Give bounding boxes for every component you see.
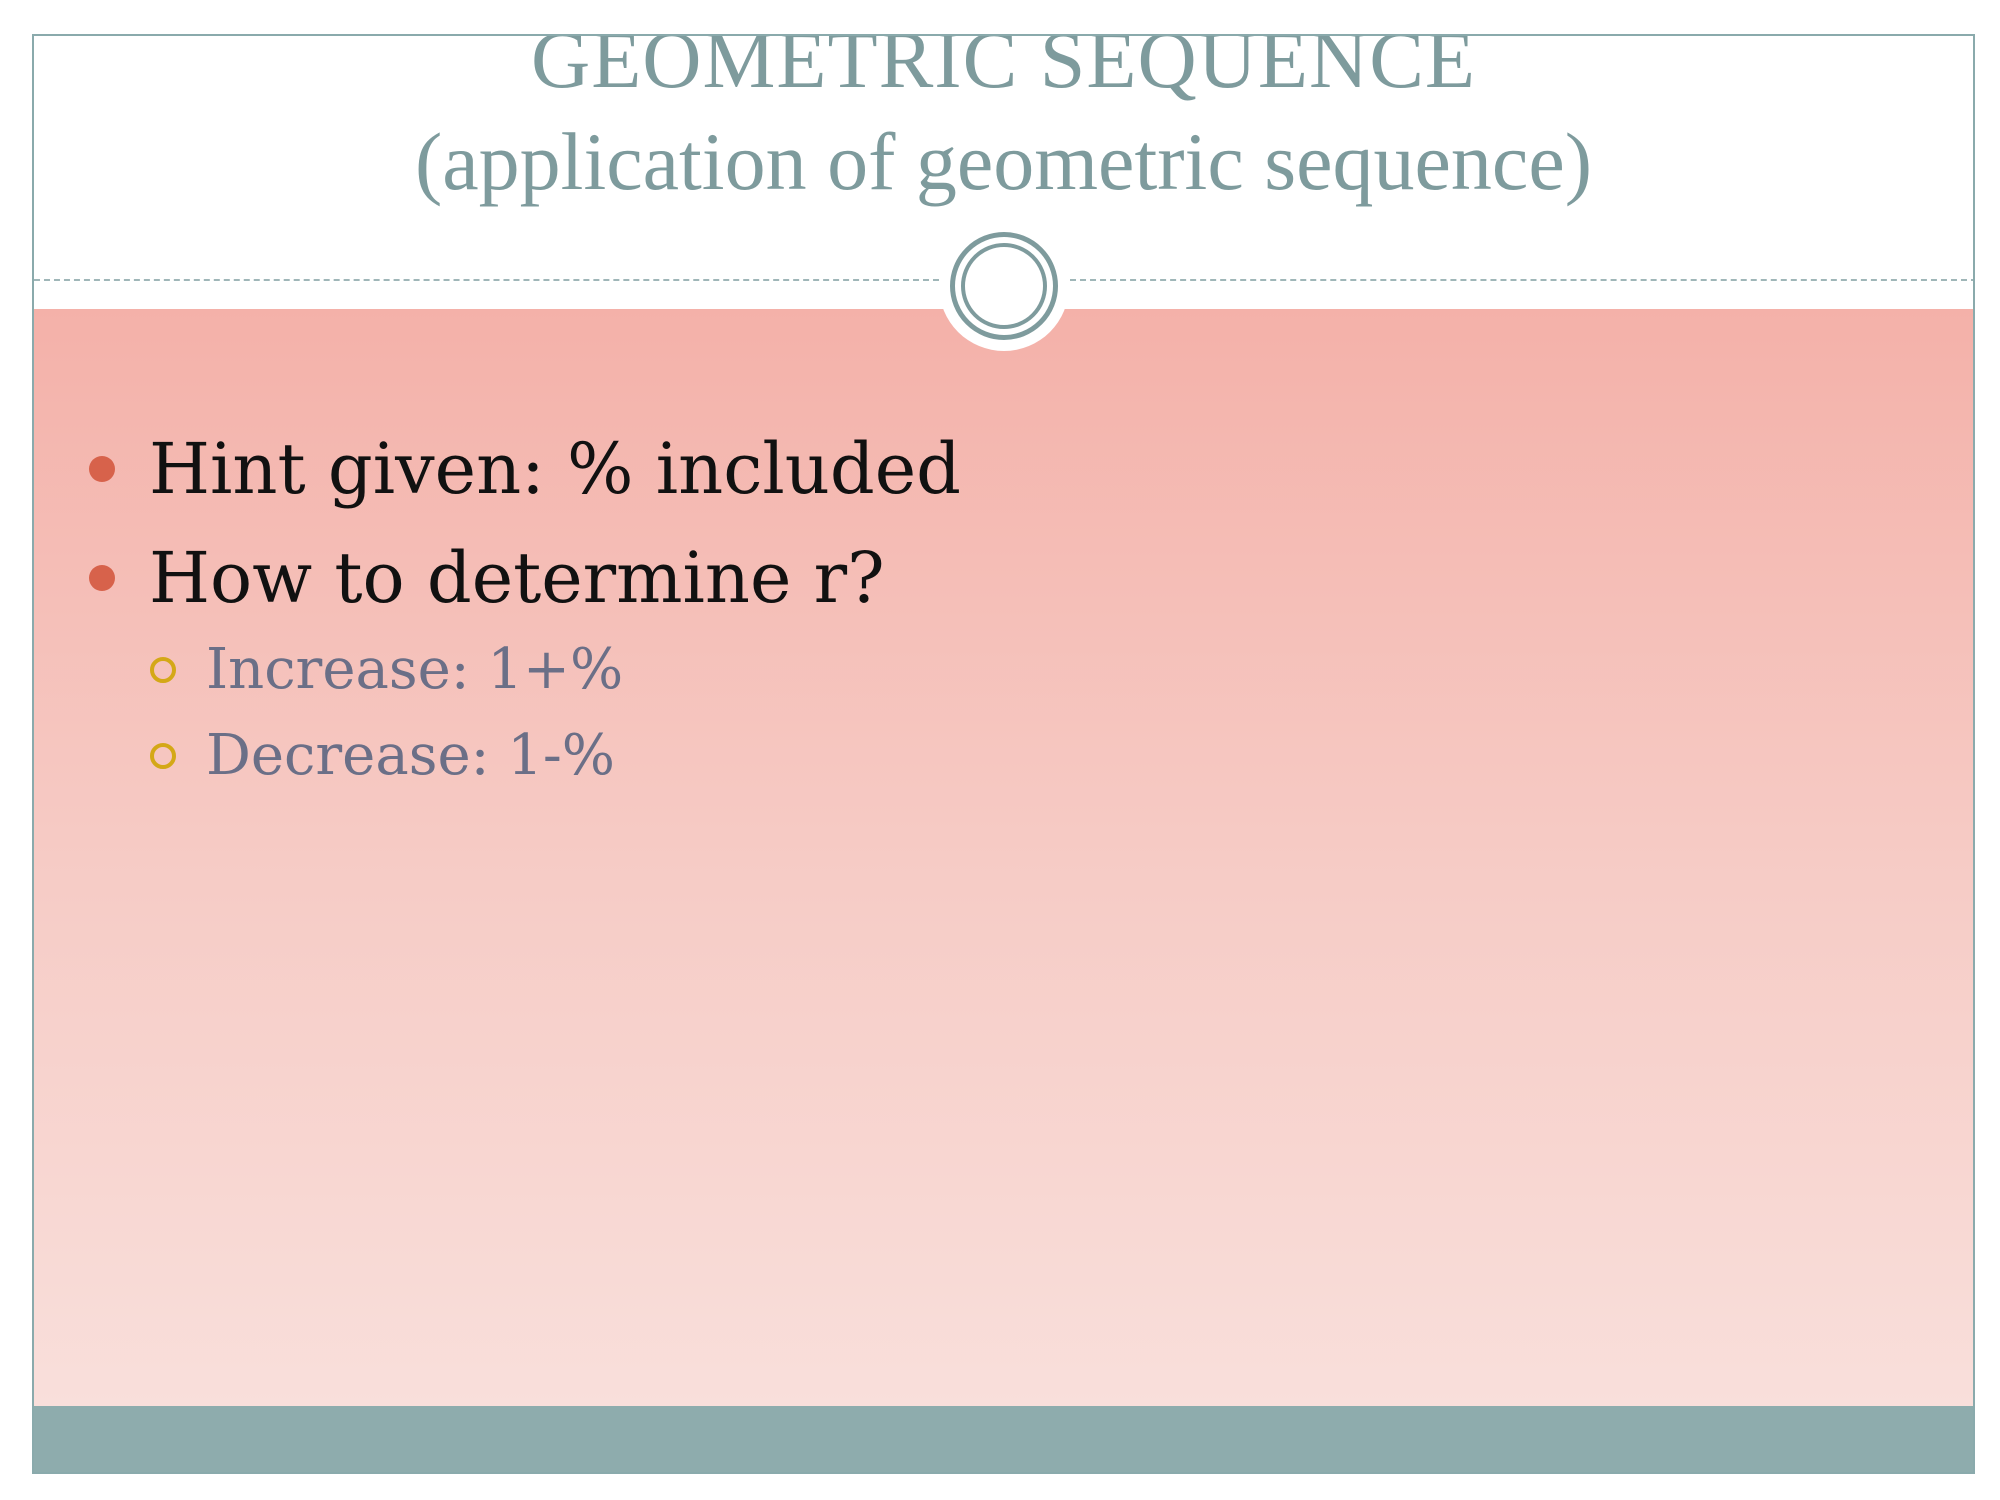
hollow-circle-icon <box>150 743 176 769</box>
inner-ring <box>961 243 1047 329</box>
bullet-icon <box>89 456 115 482</box>
hollow-circle-icon <box>150 657 176 683</box>
content-area: Hint given: % included How to determine … <box>34 309 1973 1406</box>
bullet-icon <box>89 565 115 591</box>
bullet-item-1: Hint given: % included <box>89 429 961 509</box>
bullet-text: How to determine r? <box>149 537 885 619</box>
bullet-text: Hint given: % included <box>149 428 961 510</box>
slide: Hint given: % included How to determine … <box>32 34 1975 1474</box>
footer-bar <box>34 1406 1973 1472</box>
title-divider-right <box>1070 279 1973 281</box>
sub-bullet-item-2: Decrease: 1-% <box>150 723 615 789</box>
title-divider-left <box>34 279 939 281</box>
sub-bullet-item-1: Increase: 1+% <box>150 637 623 703</box>
sub-bullet-text: Increase: 1+% <box>206 637 624 702</box>
double-ring-icon <box>950 232 1058 340</box>
title-line-1: GEOMETRIC SEQUENCE <box>530 34 1477 105</box>
sub-bullet-text: Decrease: 1-% <box>206 723 616 788</box>
slide-title: GEOMETRIC SEQUENCE (application of geome… <box>34 36 1973 308</box>
bullet-item-2: How to determine r? <box>89 538 885 618</box>
title-line-2: (application of geometric sequence) <box>414 116 1593 207</box>
